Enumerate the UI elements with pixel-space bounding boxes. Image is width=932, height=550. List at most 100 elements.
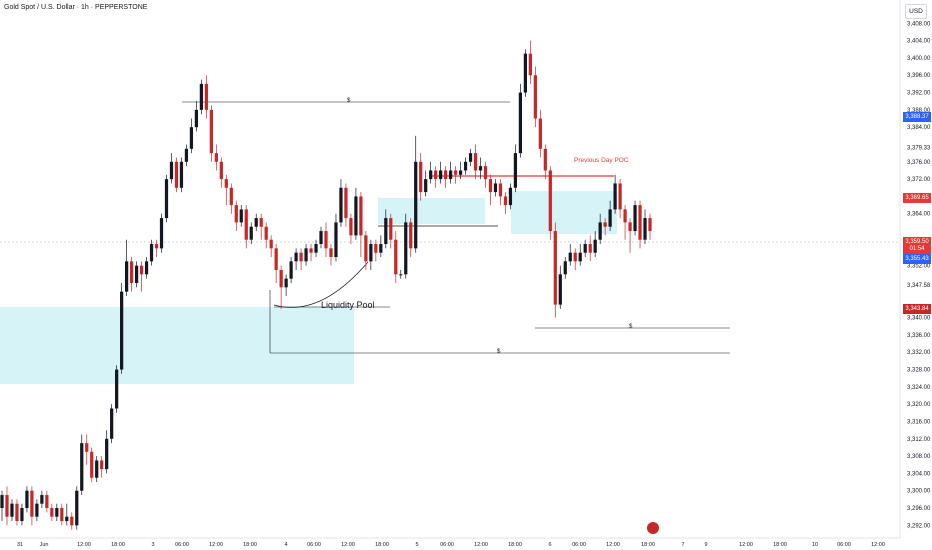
candle-body xyxy=(60,508,64,522)
x-tick-label: 10 xyxy=(812,542,818,548)
x-tick-label: 12:00 xyxy=(871,542,885,548)
candle xyxy=(498,179,503,206)
candle-body xyxy=(329,248,333,258)
demand-zone xyxy=(0,307,354,384)
candle xyxy=(608,200,612,232)
candle xyxy=(304,244,308,266)
candle xyxy=(55,503,59,522)
candle-body xyxy=(95,460,99,478)
candle-body xyxy=(613,183,617,210)
candle xyxy=(30,486,34,526)
candle-body xyxy=(174,161,179,188)
candle xyxy=(179,157,184,193)
candle-body xyxy=(568,252,572,262)
candle xyxy=(194,101,199,132)
tag-last: 3,359.50 xyxy=(903,237,931,247)
candle-body xyxy=(25,490,29,509)
candle xyxy=(623,205,627,240)
candle-body xyxy=(159,218,164,249)
currency-button[interactable]: USD xyxy=(905,4,927,19)
candle-body xyxy=(478,166,483,171)
candle-body xyxy=(304,248,308,262)
candle-body xyxy=(129,261,134,283)
x-tick-label: 12:00 xyxy=(77,542,91,548)
candle xyxy=(638,200,642,249)
economic-event-icon[interactable] xyxy=(647,522,659,534)
candle-body xyxy=(603,222,607,227)
tag-3355: 3,355.43 xyxy=(903,254,931,264)
y-tick-label: 3,340.00 xyxy=(907,316,931,322)
candle-body xyxy=(40,495,44,504)
candle xyxy=(269,235,273,258)
candle-body xyxy=(164,179,169,219)
candle xyxy=(463,157,468,175)
candle xyxy=(379,235,383,258)
candle xyxy=(324,222,328,258)
candle-body xyxy=(588,244,592,253)
candle-body xyxy=(583,244,587,253)
candle-body xyxy=(533,75,537,119)
candle-body xyxy=(359,196,363,236)
candle-body xyxy=(513,153,518,188)
candle xyxy=(453,166,458,184)
y-tick-label: 3,352.00 xyxy=(907,264,931,270)
candle-body xyxy=(414,161,418,249)
candle xyxy=(124,239,129,296)
y-tick-label: 3,376.00 xyxy=(907,160,931,166)
tag-3369: 3,369.65 xyxy=(903,193,931,203)
candle xyxy=(354,187,358,240)
candle xyxy=(543,144,547,180)
candle xyxy=(289,257,293,283)
candle-body xyxy=(75,490,79,526)
x-tick-label: 12:00 xyxy=(474,542,488,548)
candle-body xyxy=(194,109,199,128)
candle-body xyxy=(204,83,208,110)
x-tick-label: 31 xyxy=(17,542,23,548)
candle-body xyxy=(244,209,248,240)
candle-body xyxy=(468,153,473,162)
candle-body xyxy=(344,187,348,219)
y-tick-label: 3,347.58 xyxy=(907,283,931,289)
y-tick-label: 3,324.00 xyxy=(907,385,931,391)
candle xyxy=(204,75,208,119)
candle-body xyxy=(30,490,34,517)
candle xyxy=(538,109,542,158)
candle-body xyxy=(409,222,413,249)
x-tick-label: 18:00 xyxy=(111,542,125,548)
candle-body xyxy=(254,218,258,227)
candle xyxy=(234,200,238,232)
candle-body xyxy=(319,231,323,245)
candle-body xyxy=(169,161,174,180)
candle xyxy=(209,105,213,162)
candle xyxy=(548,166,552,240)
candle-body xyxy=(45,495,49,509)
candle-body xyxy=(70,516,74,526)
y-tick-label: 3,296.00 xyxy=(907,506,931,512)
candle xyxy=(429,161,433,184)
x-tick-label: 06:00 xyxy=(837,542,851,548)
x-tick-label: 06:00 xyxy=(307,542,321,548)
candle xyxy=(528,40,532,84)
candle xyxy=(110,404,114,444)
liquidity-pool-label: Liquidity Pool xyxy=(321,300,375,310)
candle-body xyxy=(314,244,318,253)
candle-body xyxy=(139,265,144,275)
candle-body xyxy=(374,244,378,253)
x-tick-label: Jun xyxy=(40,542,49,548)
candle xyxy=(70,512,74,530)
candle-body xyxy=(578,252,582,262)
candle-body xyxy=(35,503,39,517)
candle xyxy=(254,213,258,232)
y-tick-label: 3,320.00 xyxy=(907,402,931,408)
candle-body xyxy=(543,148,547,171)
candle-body xyxy=(294,252,298,262)
candle xyxy=(618,179,622,219)
candle xyxy=(139,261,144,292)
candle-body xyxy=(628,222,632,232)
candle xyxy=(533,66,537,128)
candle-body xyxy=(144,261,149,275)
candle-body xyxy=(439,170,443,180)
y-tick-label: 3,308.00 xyxy=(907,454,931,460)
candle xyxy=(518,83,523,158)
